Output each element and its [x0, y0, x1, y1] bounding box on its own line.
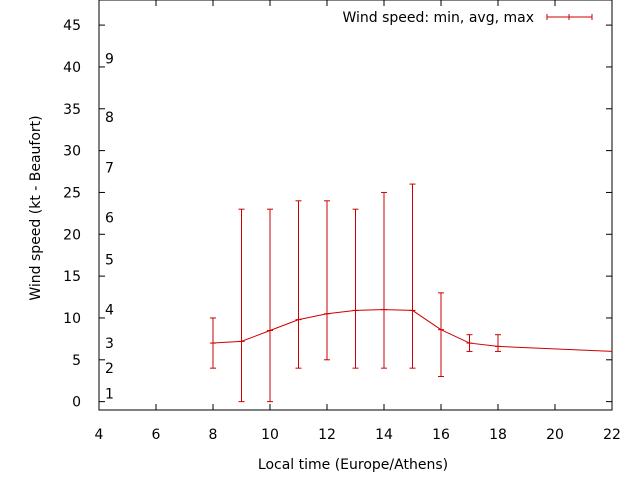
- y-tick-label: 15: [63, 269, 81, 285]
- y-tick-label: 5: [72, 353, 81, 369]
- x-tick-label: 6: [152, 427, 161, 443]
- x-tick-label: 4: [95, 427, 104, 443]
- legend: Wind speed: min, avg, max: [342, 10, 593, 26]
- error-bars: [210, 183, 501, 403]
- y-tick-label: 10: [63, 311, 81, 327]
- series-line: [212, 309, 613, 352]
- plot-frame: [98, 0, 613, 411]
- y-tick-label: 45: [63, 18, 81, 34]
- x-axis-label: Local time (Europe/Athens): [258, 457, 448, 473]
- x-tick-label: 12: [318, 427, 336, 443]
- x-tick-label: 20: [546, 427, 564, 443]
- y-tick-label: 0: [72, 395, 81, 411]
- y-tick-labels: 0 5 10 15 20 25 30 35 40 45: [63, 18, 81, 411]
- beaufort-label: 5: [105, 252, 114, 268]
- y-tick-label: 25: [63, 185, 81, 201]
- x-tick-label: 18: [489, 427, 507, 443]
- x-tick-label: 16: [432, 427, 450, 443]
- beaufort-labels: 1 2 3 4 5 6 7 8 9: [105, 52, 114, 403]
- x-tick-label: 22: [603, 427, 621, 443]
- y-tick-label: 30: [63, 144, 81, 160]
- beaufort-label: 6: [105, 211, 114, 227]
- legend-label: Wind speed: min, avg, max: [342, 10, 534, 26]
- beaufort-label: 3: [105, 336, 114, 352]
- y-tick-label: 20: [63, 227, 81, 243]
- x-tick-label: 10: [261, 427, 279, 443]
- beaufort-label: 9: [105, 52, 114, 68]
- x-tick-label: 14: [375, 427, 393, 443]
- x-tick-label: 8: [209, 427, 218, 443]
- y-tick-label: 40: [63, 60, 81, 76]
- beaufort-label: 4: [105, 303, 114, 319]
- x-tick-labels: 4 6 8 10 12 14 16 18 20 22: [95, 427, 621, 443]
- y-tick-label: 35: [63, 102, 81, 118]
- y-axis-label: Wind speed (kt - Beaufort): [28, 115, 44, 300]
- beaufort-label: 2: [105, 361, 114, 377]
- beaufort-label: 8: [105, 110, 114, 126]
- beaufort-label: 7: [105, 160, 114, 176]
- beaufort-label: 1: [105, 386, 114, 402]
- axis-ticks: [98, 0, 613, 410]
